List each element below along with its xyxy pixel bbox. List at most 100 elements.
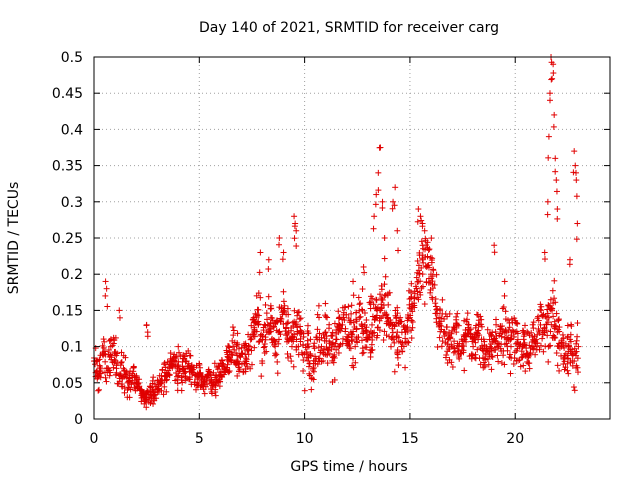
data-point bbox=[552, 168, 559, 175]
data-point bbox=[464, 310, 471, 317]
data-point bbox=[323, 343, 330, 350]
data-point bbox=[315, 344, 322, 351]
data-point bbox=[392, 184, 399, 191]
data-point bbox=[517, 363, 524, 370]
data-point bbox=[398, 318, 405, 325]
data-point bbox=[145, 394, 152, 401]
data-point bbox=[546, 97, 553, 104]
data-point bbox=[486, 343, 493, 350]
data-point bbox=[571, 345, 578, 352]
data-point bbox=[449, 343, 456, 350]
data-point bbox=[297, 315, 304, 322]
chart-title: Day 140 of 2021, SRMTID for receiver car… bbox=[199, 20, 499, 36]
data-point bbox=[305, 343, 312, 350]
data-point bbox=[390, 336, 397, 343]
data-point bbox=[163, 388, 170, 395]
data-point bbox=[117, 362, 124, 369]
data-point bbox=[564, 360, 571, 367]
data-point bbox=[153, 395, 160, 402]
data-point bbox=[399, 348, 406, 355]
data-point bbox=[116, 314, 123, 321]
data-point bbox=[381, 328, 388, 335]
data-point bbox=[311, 340, 318, 347]
data-point bbox=[565, 370, 572, 377]
data-point bbox=[217, 372, 224, 379]
data-point bbox=[373, 314, 380, 321]
data-point bbox=[488, 347, 495, 354]
data-point bbox=[95, 372, 102, 379]
data-point bbox=[104, 303, 111, 310]
data-point bbox=[524, 350, 531, 357]
data-point bbox=[304, 322, 311, 329]
data-point bbox=[408, 335, 415, 342]
data-point bbox=[413, 274, 420, 281]
data-point bbox=[380, 337, 387, 344]
data-point bbox=[430, 267, 437, 274]
data-point bbox=[280, 307, 287, 314]
data-point bbox=[179, 379, 186, 386]
data-point bbox=[300, 341, 307, 348]
data-point bbox=[270, 324, 277, 331]
data-point bbox=[526, 342, 533, 349]
data-point bbox=[290, 338, 297, 345]
data-point bbox=[550, 123, 557, 130]
data-point bbox=[474, 329, 481, 336]
data-point bbox=[97, 365, 104, 372]
data-point bbox=[288, 358, 295, 365]
data-point bbox=[573, 177, 580, 184]
data-point bbox=[343, 311, 350, 318]
y-tick-label: 0.15 bbox=[52, 303, 83, 319]
data-point bbox=[229, 324, 236, 331]
data-point bbox=[553, 350, 560, 357]
data-point bbox=[475, 311, 482, 318]
data-point bbox=[395, 362, 402, 369]
data-point bbox=[295, 308, 302, 315]
y-tick-label: 0.2 bbox=[61, 267, 83, 283]
data-point bbox=[293, 336, 300, 343]
data-point bbox=[178, 387, 185, 394]
data-point bbox=[257, 294, 264, 301]
data-point bbox=[553, 177, 560, 184]
data-point bbox=[434, 343, 441, 350]
data-point bbox=[510, 360, 517, 367]
x-tick-label: 0 bbox=[90, 431, 99, 447]
data-point bbox=[112, 371, 119, 378]
data-point bbox=[103, 365, 110, 372]
x-axis-title: GPS time / hours bbox=[290, 459, 407, 475]
data-point bbox=[423, 263, 430, 270]
data-point bbox=[564, 367, 571, 374]
data-point bbox=[438, 315, 445, 322]
data-point bbox=[165, 371, 172, 378]
data-point bbox=[489, 354, 496, 361]
data-point bbox=[224, 361, 231, 368]
data-point bbox=[414, 278, 421, 285]
data-point bbox=[126, 394, 133, 401]
data-point bbox=[378, 286, 385, 293]
data-point bbox=[541, 329, 548, 336]
data-point bbox=[271, 337, 278, 344]
data-point bbox=[314, 311, 321, 318]
data-point bbox=[360, 329, 367, 336]
data-point bbox=[417, 291, 424, 298]
data-point bbox=[209, 384, 216, 391]
data-point bbox=[498, 360, 505, 367]
data-point bbox=[263, 348, 270, 355]
data-point bbox=[436, 334, 443, 341]
data-point bbox=[359, 286, 366, 293]
data-point bbox=[349, 362, 356, 369]
data-point bbox=[161, 361, 168, 368]
data-point bbox=[436, 306, 443, 313]
data-point bbox=[388, 343, 395, 350]
data-point bbox=[504, 347, 511, 354]
data-point bbox=[258, 373, 265, 380]
data-point bbox=[569, 346, 576, 353]
data-point bbox=[530, 325, 537, 332]
data-point bbox=[367, 305, 374, 312]
data-point bbox=[394, 310, 401, 317]
data-point bbox=[388, 335, 395, 342]
data-point bbox=[443, 352, 450, 359]
data-point bbox=[429, 281, 436, 288]
data-point bbox=[361, 309, 368, 316]
data-point bbox=[251, 333, 258, 340]
data-point bbox=[248, 361, 255, 368]
